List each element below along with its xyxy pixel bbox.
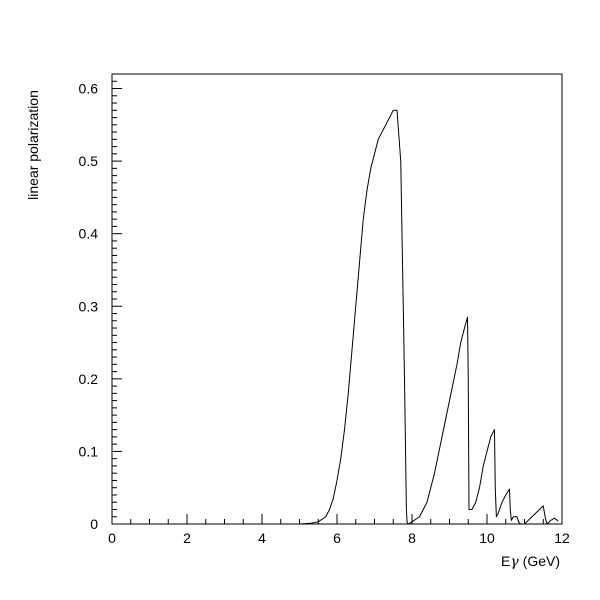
x-tick-label: 8 [408, 530, 416, 546]
series-layer [299, 109, 559, 525]
x-axis-title-suffix: (GeV) [519, 553, 560, 569]
series-line-1 [299, 109, 559, 525]
y-tick-label: 0.4 [79, 226, 99, 242]
x-tick-label: 10 [479, 530, 495, 546]
y-axis-title: linear polarization [25, 90, 41, 200]
y-tick-label: 0.6 [79, 81, 99, 97]
y-tick-label: 0 [90, 516, 98, 532]
x-tick-label: 12 [554, 530, 570, 546]
x-tick-label: 6 [333, 530, 341, 546]
y-tick-label: 0.5 [79, 153, 99, 169]
x-axis-title-prefix: E [501, 553, 510, 569]
y-axis: 0 0.1 0.2 0.3 0.4 0.5 0.6 [79, 73, 122, 532]
x-axis: 0 2 4 6 8 10 12 [108, 514, 570, 546]
x-tick-label: 2 [183, 530, 191, 546]
x-tick-label: 4 [258, 530, 266, 546]
y-tick-label: 0.2 [79, 371, 99, 387]
x-axis-title-symbol: γ [510, 554, 519, 570]
y-tick-label: 0.1 [79, 443, 99, 459]
x-tick-label: 0 [108, 530, 116, 546]
x-axis-title: Eγ (GeV) [501, 553, 560, 570]
y-tick-label: 0.3 [79, 298, 99, 314]
